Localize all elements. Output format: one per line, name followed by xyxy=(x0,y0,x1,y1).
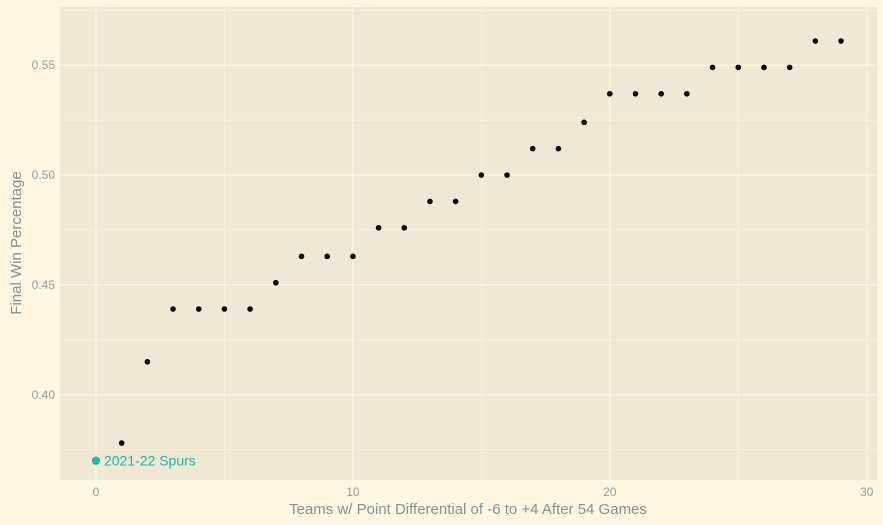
data-point xyxy=(761,64,767,71)
data-point xyxy=(812,38,819,44)
plot-panel xyxy=(60,7,877,480)
data-point xyxy=(298,253,305,260)
data-point xyxy=(375,224,382,231)
data-point xyxy=(555,145,562,152)
data-point xyxy=(401,224,408,231)
data-point xyxy=(658,90,664,97)
data-point xyxy=(632,90,639,97)
minor-gridlines xyxy=(60,7,877,480)
x-tick-label: 10 xyxy=(346,485,360,499)
data-point xyxy=(350,253,356,260)
highlight-label: 2021-22 Spurs xyxy=(104,453,196,469)
x-tick-label: 20 xyxy=(603,485,617,499)
y-tick-label: 0.40 xyxy=(32,388,56,402)
y-tick-label: 0.45 xyxy=(32,278,56,292)
data-point xyxy=(427,198,433,205)
y-tick-labels: 0.40 0.45 0.50 0.55 xyxy=(32,58,56,402)
data-point xyxy=(607,90,613,97)
x-axis-title: Teams w/ Point Differential of -6 to +4 … xyxy=(289,501,647,518)
data-point xyxy=(709,64,716,71)
data-point xyxy=(247,306,253,312)
data-point xyxy=(144,359,151,365)
data-point xyxy=(838,38,844,44)
data-point xyxy=(195,306,202,312)
data-point xyxy=(273,279,279,286)
major-gridlines xyxy=(60,7,877,480)
data-points xyxy=(118,38,844,446)
highlight-point xyxy=(91,456,101,465)
data-point xyxy=(735,64,742,71)
highlight-group: 2021-22 Spurs xyxy=(91,453,196,469)
x-tick-label: 30 xyxy=(860,485,874,499)
data-point xyxy=(118,440,125,446)
data-point xyxy=(452,198,459,205)
x-tick-label: 0 xyxy=(93,485,100,499)
data-point xyxy=(170,306,176,312)
y-tick-label: 0.50 xyxy=(32,168,56,182)
data-point xyxy=(478,172,485,178)
data-point xyxy=(504,172,510,178)
y-tick-label: 0.55 xyxy=(32,58,56,72)
data-point xyxy=(786,64,793,71)
data-point xyxy=(221,306,228,312)
data-point xyxy=(684,90,690,97)
data-point xyxy=(529,145,536,152)
data-point xyxy=(324,253,330,260)
data-point xyxy=(581,119,587,126)
y-axis-title: Final Win Percentage xyxy=(8,171,25,314)
x-tick-labels: 0 10 20 30 xyxy=(93,485,874,499)
